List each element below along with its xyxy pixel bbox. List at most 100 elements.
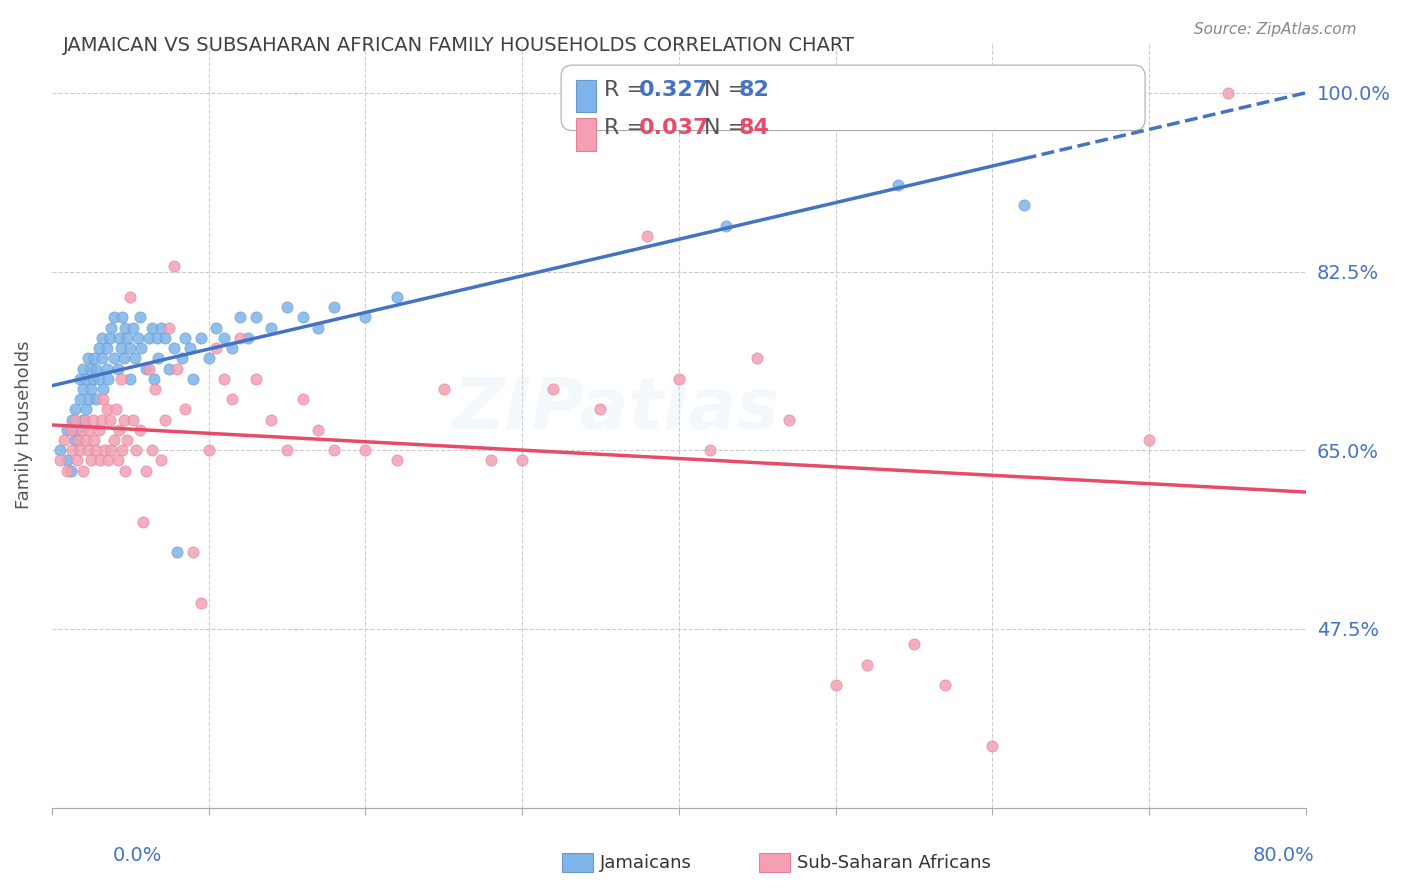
Point [245, 310, 267, 325]
Point [66, 423, 89, 437]
Point [80, 453, 103, 467]
Point [112, 351, 135, 366]
Point [75, 402, 97, 417]
Point [135, 361, 157, 376]
Point [163, 260, 186, 274]
Point [354, 443, 377, 458]
Point [221, 341, 243, 355]
Point [72, 412, 94, 426]
Text: 0.037: 0.037 [638, 119, 709, 138]
Text: Source: ZipAtlas.com: Source: ZipAtlas.com [1194, 22, 1357, 37]
Point [70, 423, 93, 437]
Point [120, 372, 142, 386]
Point [1137, 433, 1160, 447]
Point [124, 351, 146, 366]
Point [138, 361, 160, 376]
Point [385, 453, 408, 467]
Point [197, 443, 219, 458]
Point [105, 402, 128, 417]
Point [75, 433, 97, 447]
Point [205, 320, 228, 334]
Point [56, 453, 79, 467]
Text: JAMAICAN VS SUBSAHARAN AFRICAN FAMILY HOUSEHOLDS CORRELATION CHART: JAMAICAN VS SUBSAHARAN AFRICAN FAMILY HO… [63, 36, 855, 54]
Point [887, 178, 910, 192]
Point [82, 412, 104, 426]
Point [98, 412, 121, 426]
Bar [576, 119, 596, 151]
Point [72, 382, 94, 396]
Point [135, 464, 157, 478]
Point [89, 453, 111, 467]
Point [150, 453, 173, 467]
Point [903, 637, 925, 651]
Text: ZIPatlas: ZIPatlas [453, 375, 780, 444]
Point [56, 423, 79, 437]
Point [190, 596, 212, 610]
Point [127, 331, 149, 345]
Point [72, 464, 94, 478]
Point [73, 412, 96, 426]
Point [120, 290, 142, 304]
Point [323, 300, 346, 314]
Point [76, 443, 98, 458]
Point [112, 412, 135, 426]
Point [65, 402, 87, 417]
Point [107, 361, 129, 376]
Text: 0.0%: 0.0% [112, 846, 162, 864]
Point [76, 351, 98, 366]
Point [236, 331, 259, 345]
Point [148, 351, 170, 366]
Point [79, 392, 101, 406]
Point [129, 341, 152, 355]
Point [75, 372, 97, 386]
Point [82, 372, 104, 386]
Text: Sub-Saharan Africans: Sub-Saharan Africans [797, 854, 991, 871]
Point [157, 320, 180, 334]
Point [637, 228, 659, 243]
Point [53, 433, 76, 447]
Point [94, 443, 117, 458]
Point [245, 372, 267, 386]
Point [90, 351, 112, 366]
Point [166, 361, 188, 376]
Point [131, 515, 153, 529]
Point [48, 453, 70, 467]
Text: 80.0%: 80.0% [1253, 846, 1315, 864]
Point [856, 657, 879, 672]
Point [67, 433, 90, 447]
Point [69, 372, 91, 386]
Point [96, 341, 118, 355]
Point [98, 331, 121, 345]
Point [190, 331, 212, 345]
Point [1012, 198, 1035, 212]
Point [354, 310, 377, 325]
Point [699, 443, 721, 458]
Point [108, 423, 131, 437]
Point [87, 423, 110, 437]
Text: R =: R = [603, 80, 652, 100]
Text: 0.327: 0.327 [638, 80, 709, 100]
Point [510, 453, 533, 467]
Point [205, 341, 228, 355]
Text: R =: R = [603, 119, 652, 138]
Point [100, 320, 122, 334]
Point [150, 320, 173, 334]
Point [60, 443, 83, 458]
Point [48, 443, 70, 458]
Point [212, 331, 235, 345]
Point [128, 310, 150, 325]
Text: N =: N = [704, 119, 754, 138]
Point [93, 382, 115, 396]
Point [824, 678, 846, 692]
Point [87, 372, 110, 386]
Point [141, 443, 163, 458]
Point [72, 361, 94, 376]
Point [276, 443, 298, 458]
Point [589, 402, 612, 417]
Point [111, 443, 134, 458]
Point [260, 320, 283, 334]
Point [307, 423, 329, 437]
Point [83, 351, 105, 366]
Point [142, 372, 165, 386]
Point [110, 372, 132, 386]
